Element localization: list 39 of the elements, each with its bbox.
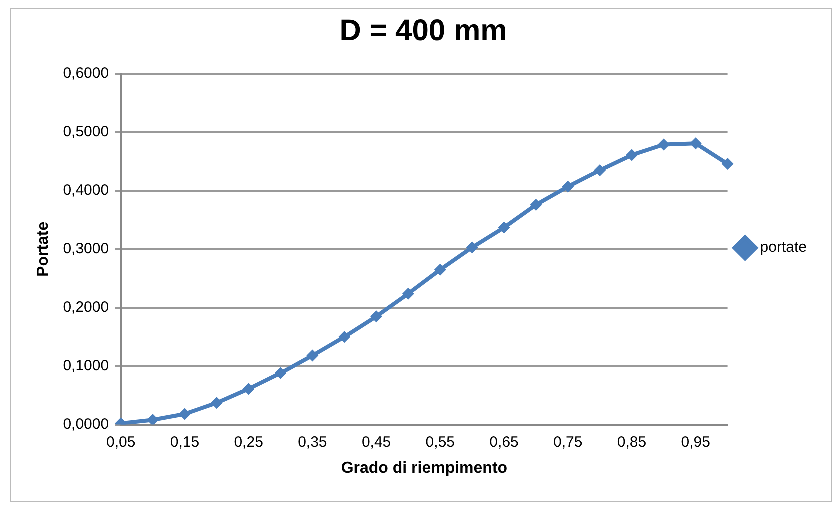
point xyxy=(147,414,160,425)
y-axis-title: Portate xyxy=(35,222,52,277)
x-tick-label: 0,25 xyxy=(234,434,264,451)
point xyxy=(722,158,734,170)
point xyxy=(210,397,223,410)
legend-label: portate xyxy=(760,239,808,256)
x-tick-label: 0,15 xyxy=(170,434,200,451)
x-tick-label: 0,85 xyxy=(617,434,647,451)
point xyxy=(562,180,574,193)
point xyxy=(434,264,446,276)
point xyxy=(274,367,287,380)
point xyxy=(466,242,478,254)
x-tick-label: 0,55 xyxy=(426,434,456,451)
point xyxy=(306,350,319,362)
point xyxy=(498,222,510,234)
y-tick-label: 0,0000 xyxy=(63,416,110,433)
x-tick-label: 0,65 xyxy=(490,434,519,451)
point xyxy=(658,138,670,151)
point xyxy=(594,164,606,176)
y-tick-label: 0,2000 xyxy=(63,299,110,316)
chart-title: D = 400 mm xyxy=(340,14,508,48)
y-tick-label: 0,4000 xyxy=(63,182,110,200)
y-tick-label: 0,3000 xyxy=(63,240,110,258)
x-tick-label: 0,05 xyxy=(106,434,136,451)
point xyxy=(626,149,638,162)
y-tick-label: 0,1000 xyxy=(63,357,110,374)
x-axis-title: Grado di riempimento xyxy=(341,460,508,477)
x-tick-label: 0,75 xyxy=(554,434,583,451)
point xyxy=(370,310,383,323)
point xyxy=(242,383,255,396)
point xyxy=(530,198,542,211)
y-tick-label: 0,6000 xyxy=(63,65,110,82)
point xyxy=(178,408,191,420)
x-tick-label: 0,95 xyxy=(681,434,710,451)
point xyxy=(338,331,351,344)
point xyxy=(402,288,414,300)
x-tick-label: 0,35 xyxy=(298,434,328,451)
x-tick-label: 0,45 xyxy=(362,434,392,451)
y-tick-label: 0,5000 xyxy=(63,124,110,141)
